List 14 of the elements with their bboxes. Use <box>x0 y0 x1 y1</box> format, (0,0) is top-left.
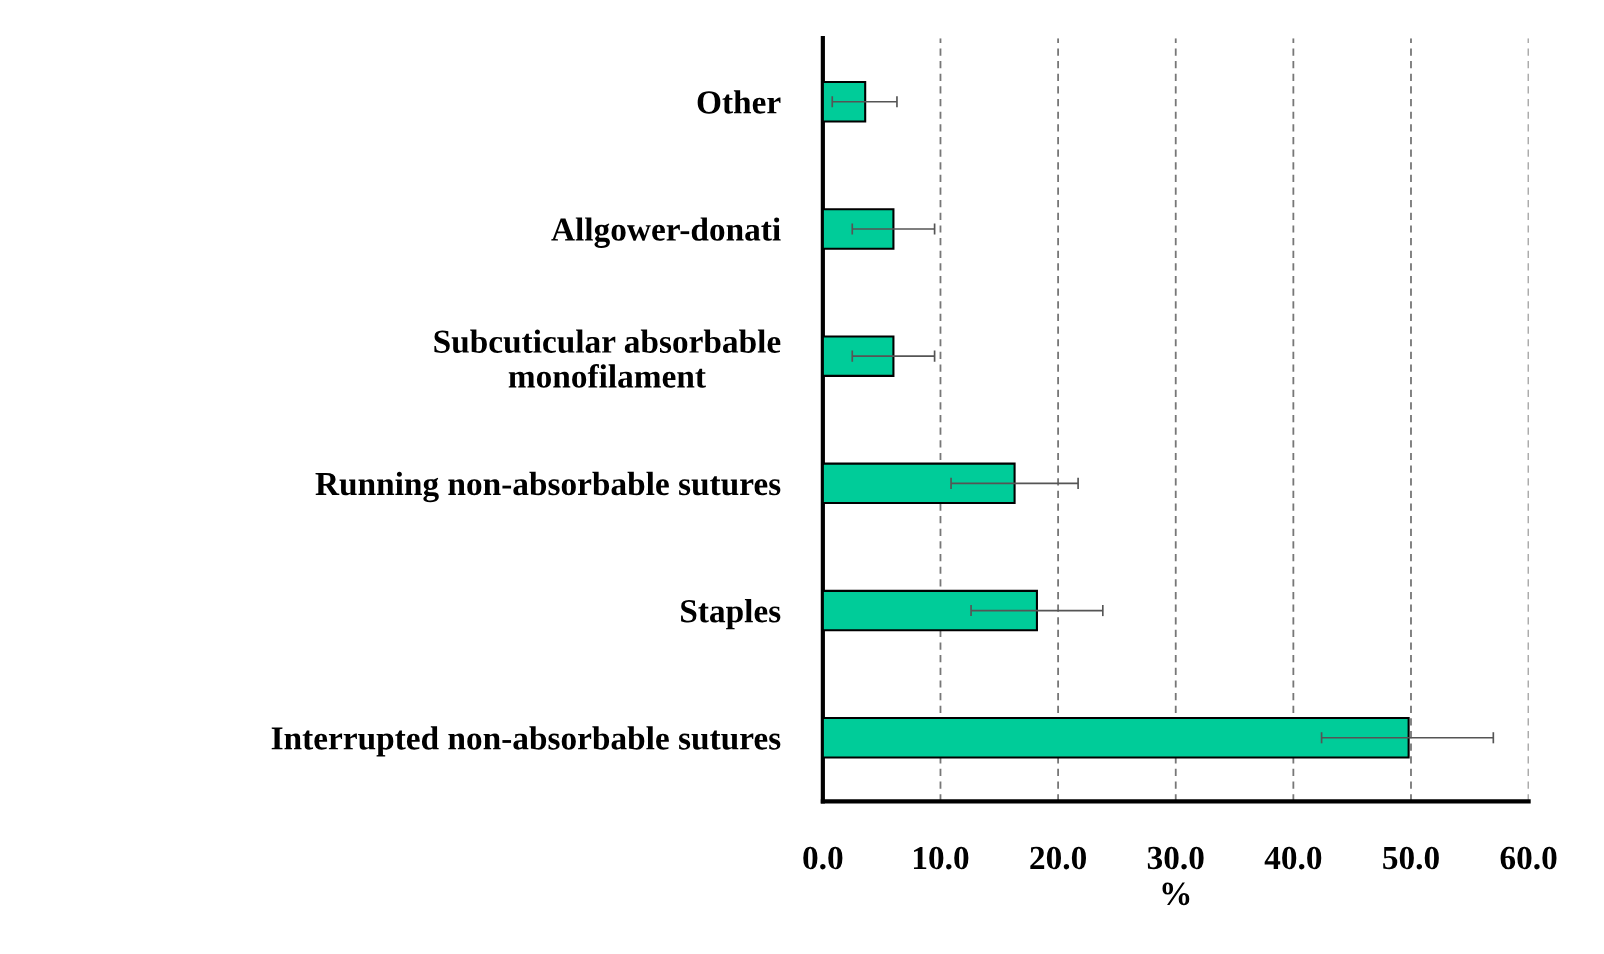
x-tick-label: 50.0 <box>1383 846 1439 870</box>
y-tick-label: Staples <box>681 598 781 630</box>
x-tick-label: 60.0 <box>1500 846 1557 870</box>
y-tick-label: Allgower-donati <box>551 217 781 248</box>
x-tick-label: 0.0 <box>803 846 843 870</box>
x-tick-label: 20.0 <box>1030 846 1086 870</box>
x-tick-label: 40.0 <box>1264 846 1322 870</box>
x-tick-label: 30.0 <box>1147 846 1204 870</box>
y-tick-label: Running non-absorbable sutures <box>315 471 781 503</box>
x-tick-label: 10.0 <box>913 846 969 870</box>
y-tick-label: Other <box>697 90 781 114</box>
y-tick-label: Interrupted non-absorbable sutures <box>271 726 781 757</box>
y-tick-label: Subcuticular absorbable monofilament <box>434 329 781 388</box>
x-axis-title: % <box>1162 882 1190 906</box>
